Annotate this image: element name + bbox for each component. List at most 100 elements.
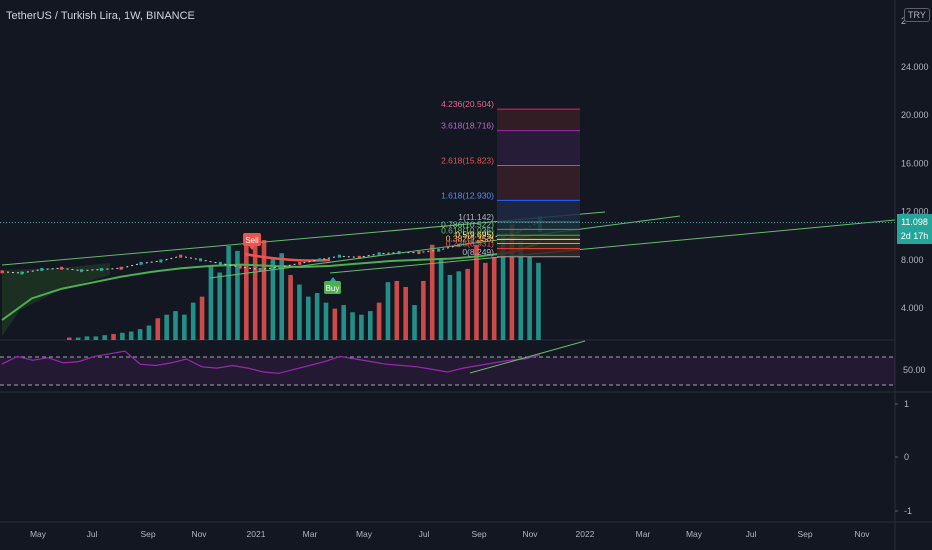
price-candle <box>119 266 123 270</box>
fib-zone <box>497 239 580 244</box>
fib-level-label: 1(11.142) <box>458 212 494 222</box>
price-candle <box>218 261 222 265</box>
price-candle <box>179 254 183 258</box>
volume-bar <box>155 318 161 340</box>
time-axis-label: 2021 <box>247 529 266 539</box>
price-line <box>1 221 539 274</box>
rsi-band <box>0 357 895 385</box>
last-price-value: 11.098 <box>901 217 928 227</box>
buy-signal-label: Buy <box>326 284 340 293</box>
time-axis-label: Sep <box>140 529 155 539</box>
oscillator-axis-label: -1 <box>904 506 912 516</box>
volume-bar <box>403 286 408 340</box>
price-axis-label: 16.000 <box>901 158 929 168</box>
volume-bar <box>483 262 488 340</box>
volume-bar <box>288 274 293 340</box>
fib-level-label: 0.236(8.931) <box>446 239 494 249</box>
price-candle <box>60 266 64 270</box>
volume-bar <box>208 265 214 340</box>
time-axis-label: Mar <box>303 529 318 539</box>
sell-signal-label: Sell <box>245 236 259 245</box>
price-axis-label: 12.000 <box>901 207 929 217</box>
rsi-line <box>1 350 541 374</box>
volume-bar <box>500 235 506 340</box>
volume-bar <box>190 302 196 340</box>
oscillator-axis-label: 0 <box>904 452 909 462</box>
fib-level-label: 0(8.249) <box>462 247 494 257</box>
price-candle <box>20 271 24 275</box>
price-candle <box>79 269 83 273</box>
volume-bar <box>279 253 285 340</box>
fib-level-label: 4.236(20.504) <box>441 99 494 109</box>
volume-bar <box>128 331 134 340</box>
volume-bar <box>93 336 99 340</box>
volume-bar <box>217 272 223 340</box>
volume-bar <box>305 296 311 340</box>
price-axis-label: 4.000 <box>901 303 924 313</box>
last-price-badge: 11.098 2d 17h <box>897 214 932 244</box>
price-candle <box>337 254 341 258</box>
volume-bar <box>182 314 187 340</box>
price-candle <box>40 267 44 271</box>
fib-level-label: 0.5(9.695) <box>455 229 494 239</box>
price-candle <box>99 267 103 271</box>
rsi-trendline <box>469 340 586 374</box>
ma-line <box>1 241 541 321</box>
sell-signal-arrow <box>249 246 255 250</box>
fib-level-label: 3.618(18.716) <box>441 121 494 131</box>
volume-bar <box>137 329 143 340</box>
volume-bar <box>314 293 320 340</box>
rsi-axis-label: 50.00 <box>903 365 926 375</box>
time-axis-label: Nov <box>854 529 870 539</box>
fib-zone <box>497 200 580 222</box>
time-axis-label: Nov <box>522 529 538 539</box>
fib-zone <box>497 235 580 240</box>
fib-level-label: 0.382(9.353) <box>446 233 494 243</box>
volume-bar <box>518 241 524 340</box>
fib-level-label: 0.786(10.522) <box>441 219 494 229</box>
volume-bar <box>429 244 435 340</box>
volume-bar <box>438 259 444 340</box>
volume-bar <box>412 305 417 340</box>
price-axis-label: 20.000 <box>901 110 929 120</box>
price-candle <box>476 240 480 244</box>
symbol-title[interactable]: TetherUS / Turkish Lira, 1W, BINANCE <box>6 10 195 22</box>
price-axis-label: 24.000 <box>901 62 929 72</box>
buy-signal-bg <box>324 281 341 294</box>
volume-bar <box>102 335 107 340</box>
volume-bar <box>341 305 346 340</box>
time-axis-label: May <box>30 529 47 539</box>
volume-bar <box>146 325 152 340</box>
price-candle <box>437 248 441 252</box>
sell-signal-bg <box>243 233 261 246</box>
currency-badge[interactable]: TRY <box>904 8 930 22</box>
volume-bar <box>421 280 426 340</box>
time-axis-label: May <box>686 529 703 539</box>
volume-bar <box>297 284 302 340</box>
fib-zone <box>497 248 580 257</box>
volume-bar <box>120 332 125 340</box>
volume-bar <box>350 312 355 340</box>
price-candle <box>258 267 262 271</box>
volume-bar <box>323 302 329 340</box>
bar-countdown: 2d 17h <box>900 231 929 241</box>
price-candle <box>0 270 4 274</box>
fib-zone <box>497 243 580 249</box>
price-candle <box>238 265 242 269</box>
volume-bar <box>376 302 382 340</box>
volume-bar <box>527 256 532 340</box>
sell-trend-segment <box>244 252 331 262</box>
time-axis-label: Jul <box>87 529 98 539</box>
time-axis-label: Jul <box>419 529 430 539</box>
volume-bar <box>252 243 258 340</box>
price-axis-label: 2 <box>901 16 906 26</box>
price-candle <box>357 255 361 259</box>
volume-bar <box>385 282 391 340</box>
price-candle <box>377 252 381 256</box>
fib-zone <box>497 165 580 201</box>
volume-bar <box>199 296 205 340</box>
time-axis-label: 2022 <box>576 529 595 539</box>
volume-bar <box>75 337 81 340</box>
